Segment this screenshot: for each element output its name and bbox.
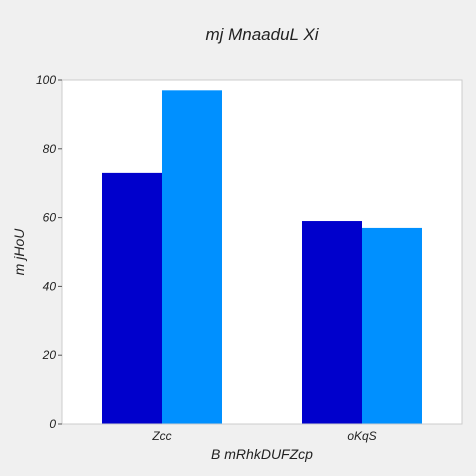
- x-tick-label: oKqS: [347, 429, 376, 443]
- y-axis-ticks: 0 20 40 60 80 100: [36, 73, 62, 431]
- y-tick-label: 100: [36, 73, 56, 87]
- bar-series1-oKqS: [302, 221, 362, 424]
- plot-border: [61, 79, 463, 425]
- chart-title: mj MnaaduL Xi: [205, 25, 319, 44]
- y-tick-label: 60: [43, 211, 57, 225]
- x-axis-ticks: Zcc oKqS: [151, 429, 376, 443]
- y-tick-label: 40: [43, 279, 57, 293]
- y-tick-label: 20: [42, 348, 57, 362]
- x-tick-label: Zcc: [151, 429, 171, 443]
- bars-group: [102, 90, 422, 424]
- bar-series2-Zcc: [162, 90, 222, 424]
- bar-series2-oKqS: [362, 227, 422, 424]
- bar-series1-Zcc: [102, 172, 162, 424]
- y-axis-label: m jHoU: [11, 228, 27, 276]
- y-tick-label: 80: [43, 142, 57, 156]
- y-tick-label: 0: [49, 417, 56, 431]
- x-axis-label: B mRhkDUFZcp: [211, 446, 313, 462]
